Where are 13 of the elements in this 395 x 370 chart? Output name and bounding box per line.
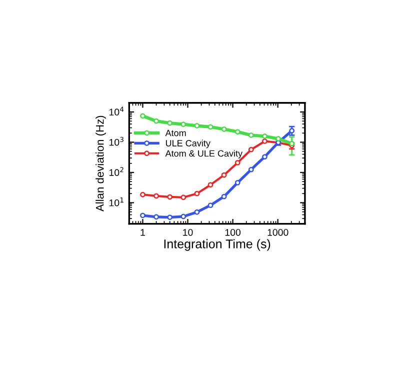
y-axis-title: Allan deviation (Hz) bbox=[96, 116, 106, 212]
y-tick-label: 10$^{3}$ bbox=[109, 136, 124, 146]
legend-label: ULE Cavity bbox=[166, 140, 210, 148]
x-axis-title: Integration Time (s) bbox=[164, 239, 270, 251]
legend-label: Atom bbox=[165, 130, 186, 136]
y-tick-label: 10$^{1}$ bbox=[109, 197, 124, 206]
legend-label: Atom & ULE Cavity bbox=[165, 150, 243, 158]
x-tick-label: 100 bbox=[225, 228, 241, 236]
y-tick-label: 10$^{2}$ bbox=[109, 167, 124, 176]
y-tick-label: 10$^{4}$ bbox=[109, 106, 124, 116]
x-tick-label: 1000 bbox=[268, 228, 288, 236]
x-tick-label: 1 bbox=[140, 229, 145, 236]
x-tick-label: 10 bbox=[183, 228, 193, 236]
